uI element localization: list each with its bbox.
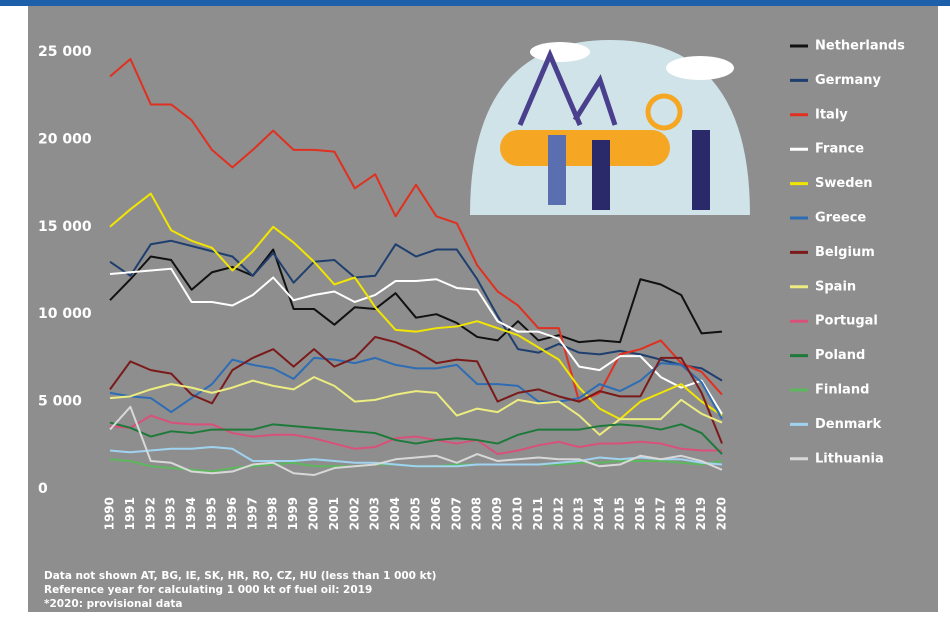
x-tick-label: 2010 xyxy=(511,497,525,530)
x-tick-label: 1990 xyxy=(103,497,117,530)
x-tick-label: 2009 xyxy=(490,497,504,530)
x-tick-label: 2006 xyxy=(429,497,443,530)
x-tick-label: 2003 xyxy=(368,497,382,530)
x-tick-label: 2013 xyxy=(572,497,586,530)
x-tick-label: 1999 xyxy=(286,497,300,530)
legend-label: Finland xyxy=(815,383,869,398)
x-tick-label: 1995 xyxy=(205,497,219,530)
legend-label: Netherlands xyxy=(815,39,905,54)
legend-label: Greece xyxy=(815,211,866,226)
x-tick-label: 1998 xyxy=(266,497,280,530)
footnote: Reference year for calculating 1 000 kt … xyxy=(44,584,372,596)
legend-label: Portugal xyxy=(815,314,878,329)
footnote: *2020: provisional data xyxy=(44,598,183,610)
x-tick-label: 2020 xyxy=(715,497,729,530)
x-tick-label: 2015 xyxy=(613,497,627,530)
x-tick-label: 2018 xyxy=(674,497,688,530)
y-tick-label: 15 000 xyxy=(38,219,92,235)
y-tick-label: 0 xyxy=(38,481,48,497)
x-tick-label: 1992 xyxy=(143,497,157,530)
legend-label: Sweden xyxy=(815,176,873,191)
legend-label: Spain xyxy=(815,279,856,294)
x-tick-label: 2000 xyxy=(307,497,321,530)
x-tick-label: 1993 xyxy=(164,497,178,530)
x-tick-label: 1996 xyxy=(225,497,239,530)
x-tick-label: 1994 xyxy=(184,497,198,530)
x-tick-label: 1997 xyxy=(245,497,259,530)
y-tick-label: 10 000 xyxy=(38,306,92,322)
x-tick-label: 2007 xyxy=(449,497,463,530)
y-tick-label: 20 000 xyxy=(38,131,92,147)
x-tick-label: 2005 xyxy=(409,497,423,530)
footnote: Data not shown AT, BG, IE, SK, HR, RO, C… xyxy=(44,570,436,582)
x-tick-label: 2001 xyxy=(327,497,341,530)
header-strip xyxy=(0,0,950,6)
x-tick-label: 2016 xyxy=(633,497,647,530)
x-tick-label: 2002 xyxy=(347,497,361,530)
x-tick-label: 2017 xyxy=(653,497,667,530)
legend-label: Denmark xyxy=(815,417,882,432)
chart: 0 5 000 10 000 15 000 20 000 25 000 1990 1991 19… xyxy=(0,0,950,619)
x-tick-label: 2019 xyxy=(694,497,708,530)
legend-label: Belgium xyxy=(815,245,875,260)
legend-label: Italy xyxy=(815,107,848,122)
x-tick-label: 2014 xyxy=(592,497,606,530)
x-tick-label: 2011 xyxy=(531,497,545,530)
legend-label: Germany xyxy=(815,73,881,88)
legend-label: France xyxy=(815,142,864,157)
y-tick-label: 25 000 xyxy=(38,44,92,60)
x-tick-label: 2012 xyxy=(551,497,565,530)
x-tick-label: 1991 xyxy=(123,497,137,530)
x-tick-label: 2008 xyxy=(470,497,484,530)
x-tick-label: 2004 xyxy=(388,497,402,530)
legend-label: Lithuania xyxy=(815,451,884,466)
y-tick-label: 5 000 xyxy=(38,394,82,410)
legend-label: Poland xyxy=(815,348,865,363)
